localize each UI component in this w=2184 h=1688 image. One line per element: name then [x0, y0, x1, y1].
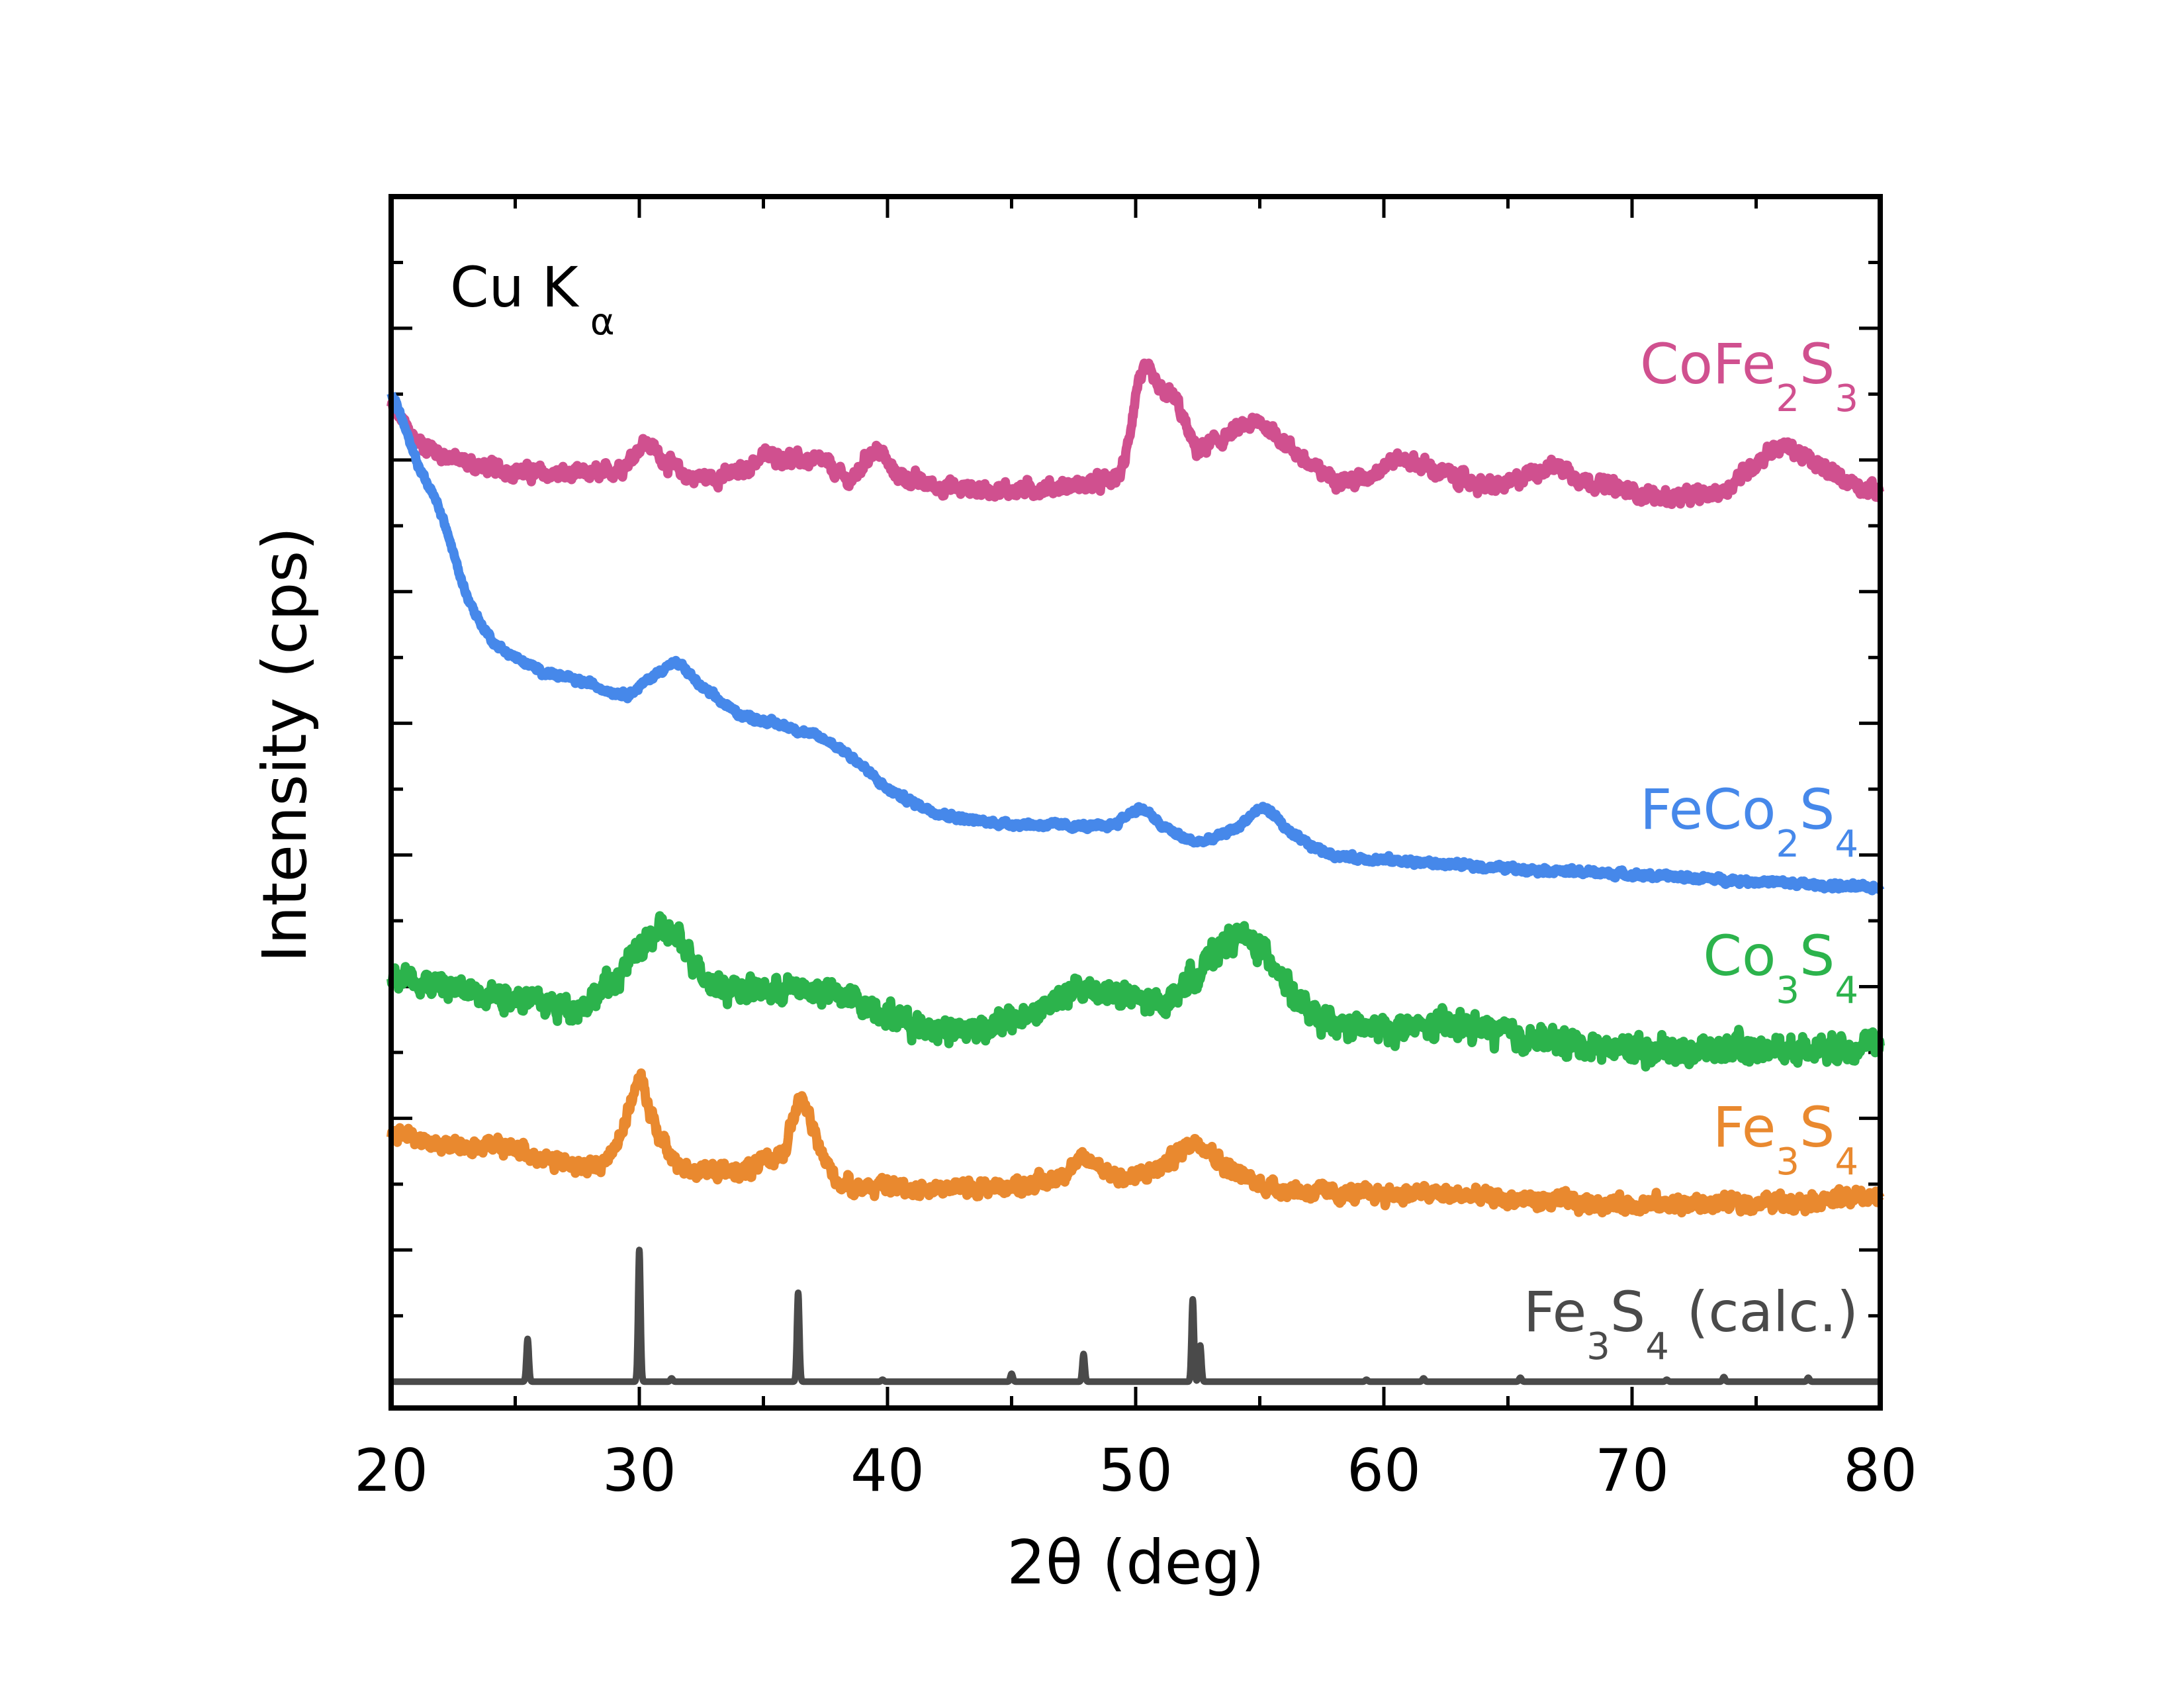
series-line-1 [387, 390, 1885, 896]
label-subscript: 3 [1776, 1141, 1799, 1184]
series-group [387, 358, 1885, 1385]
label-subscript: 3 [1586, 1325, 1610, 1368]
label-subscript: 2 [1776, 377, 1799, 420]
label-subscript: 4 [1835, 823, 1858, 866]
label-subscript: 4 [1835, 1141, 1858, 1184]
series-label-3: Fe3S4 [1713, 1095, 1858, 1184]
x-axis-title: 2θ (deg) [1007, 1527, 1264, 1598]
x-tick-label: 50 [1099, 1436, 1173, 1505]
label-text: CoFe [1640, 332, 1776, 397]
x-tick-label: 70 [1595, 1436, 1669, 1505]
series-line-0 [387, 358, 1885, 509]
label-text: Fe [1524, 1280, 1586, 1344]
label-text: Fe [1713, 1095, 1776, 1160]
label-subscript: 3 [1776, 969, 1799, 1012]
label-text: S [1799, 1095, 1835, 1160]
label-text: Co [1703, 923, 1776, 988]
series-label-1: FeCo2S4 [1640, 777, 1858, 866]
x-tick-label: 20 [354, 1436, 428, 1505]
label-text: S [1610, 1280, 1645, 1344]
annotation-sub: α [590, 301, 615, 344]
plot-frame [388, 194, 1883, 1411]
x-tick-label: 60 [1347, 1436, 1421, 1505]
series-line-3 [387, 1068, 1885, 1218]
label-subscript: 3 [1835, 377, 1858, 420]
radiation-annotation: Cu Kα [450, 255, 615, 344]
label-text: (calc.) [1669, 1280, 1858, 1344]
series-label-4: Fe3S4 (calc.) [1524, 1280, 1858, 1368]
label-subscript: 4 [1835, 969, 1858, 1012]
x-tick-labels: 20 30 40 50 60 70 80 [354, 1436, 1917, 1505]
label-text: FeCo [1640, 777, 1776, 842]
label-text: S [1799, 332, 1835, 397]
annotation-main: Cu K [450, 255, 580, 320]
label-subscript: 4 [1645, 1325, 1669, 1368]
x-tick-label: 80 [1843, 1436, 1917, 1505]
series-label-2: Co3S4 [1703, 923, 1858, 1012]
label-text: S [1799, 923, 1835, 988]
y-axis-title: Intensity (cps) [250, 527, 320, 962]
series-line-4 [388, 1246, 1884, 1385]
series-label-0: CoFe2S3 [1640, 332, 1858, 420]
x-tick-label: 40 [850, 1436, 925, 1505]
series-line-2 [387, 911, 1885, 1072]
label-subscript: 2 [1776, 823, 1799, 866]
label-text: S [1799, 777, 1835, 842]
x-tick-label: 30 [602, 1436, 676, 1505]
